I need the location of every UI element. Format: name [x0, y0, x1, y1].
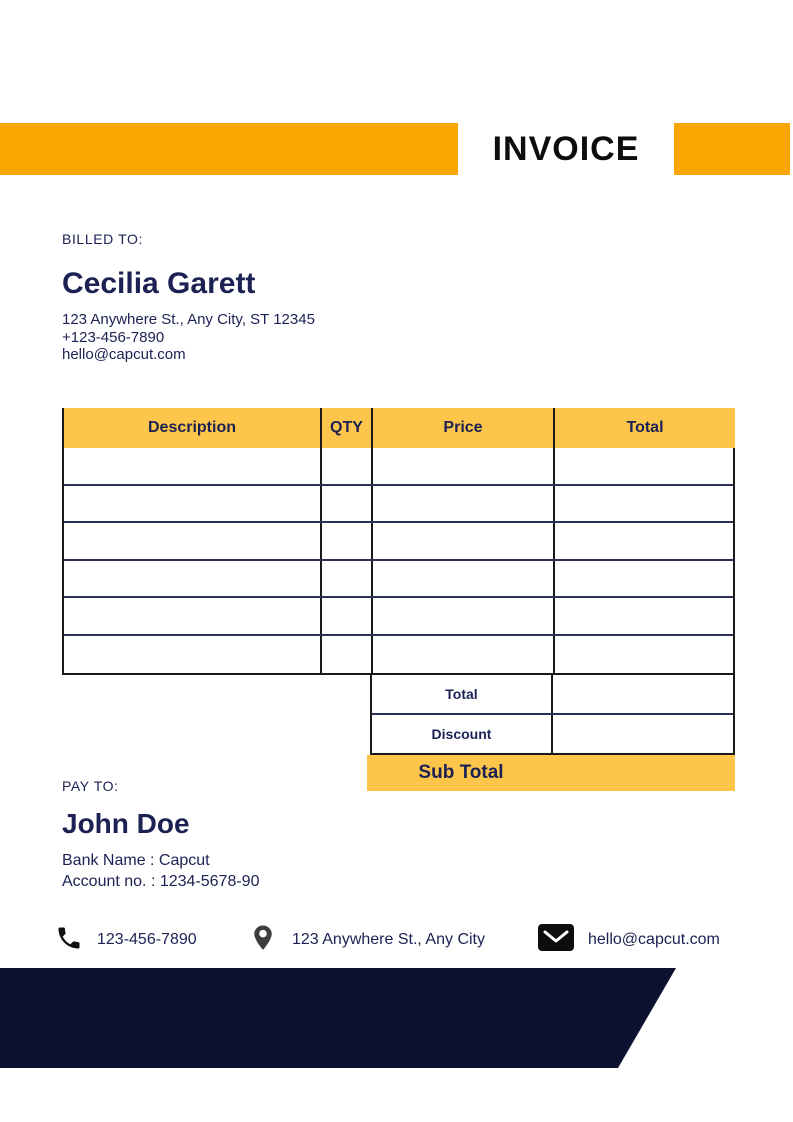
footer-email-text: hello@capcut.com: [588, 931, 720, 948]
table-cell: [553, 448, 733, 484]
table-cell: [64, 561, 320, 597]
table-cell: [553, 635, 733, 673]
phone-icon: [55, 924, 83, 957]
pay-to-account-no: Account no. : 1234-5678-90: [62, 873, 260, 890]
table-cell: [320, 523, 371, 559]
table-cell: [371, 485, 553, 521]
table-row: [64, 485, 733, 523]
table-row: [64, 523, 733, 561]
table-cell: [320, 448, 371, 484]
table-cell: [371, 523, 553, 559]
table-cell: [553, 598, 733, 634]
table-cell: [553, 485, 733, 521]
column-header-qty: QTY: [320, 408, 371, 448]
table-cell: [64, 486, 320, 522]
billed-to-section: BILLED TO: Cecilia Garett 123 Anywhere S…: [62, 231, 315, 364]
total-value: [553, 675, 733, 713]
column-header-price: Price: [371, 408, 553, 448]
total-label: Total: [372, 675, 553, 713]
table-cell: [371, 635, 553, 673]
table-cell: [553, 560, 733, 596]
table-cell: [64, 636, 320, 674]
subtotal-label: Sub Total: [418, 762, 504, 783]
bottom-accent-band: [0, 968, 676, 1068]
billed-to-name: Cecilia Garett: [62, 267, 256, 300]
table-row: [64, 560, 733, 598]
table-cell: [64, 523, 320, 559]
total-row: Total: [372, 675, 733, 715]
page-title: INVOICE: [492, 129, 640, 168]
table-cell: [371, 598, 553, 634]
table-cell: [320, 598, 371, 634]
billed-to-address: 123 Anywhere St., Any City, ST 12345: [62, 311, 315, 328]
table-cell: [371, 448, 553, 484]
footer-address-group: 123 Anywhere St., Any City: [248, 924, 485, 956]
discount-label: Discount: [372, 715, 553, 753]
items-table-body: [62, 448, 735, 675]
pay-to-section: PAY TO: John Doe Bank Name : Capcut Acco…: [62, 778, 259, 892]
footer-address-text: 123 Anywhere St., Any City: [292, 931, 485, 948]
column-header-total: Total: [553, 408, 735, 448]
table-cell: [371, 560, 553, 596]
table-cell: [553, 523, 733, 559]
location-pin-icon: [248, 923, 278, 958]
items-table-header: Description QTY Price Total: [62, 408, 735, 448]
table-cell: [320, 560, 371, 596]
footer-email-group: hello@capcut.com: [538, 924, 720, 956]
pay-to-bank-name: Bank Name : Capcut: [62, 852, 210, 869]
pay-to-label: PAY TO:: [62, 778, 119, 794]
totals-box: Total Discount: [370, 673, 735, 755]
pay-to-name: John Doe: [62, 808, 190, 839]
column-header-description: Description: [147, 419, 236, 436]
header-bar-right: [674, 123, 790, 175]
subtotal-bar: Sub Total: [367, 755, 735, 791]
table-cell: [64, 598, 320, 634]
table-cell: [64, 448, 320, 484]
table-row: [64, 598, 733, 636]
billed-to-label: BILLED TO:: [62, 231, 143, 247]
table-cell: [320, 635, 371, 673]
billed-to-phone: +123-456-7890: [62, 328, 165, 346]
table-row: [64, 448, 733, 486]
discount-row: Discount: [372, 715, 733, 753]
footer-phone-text: 123-456-7890: [97, 931, 197, 948]
header-bar-left: [0, 123, 458, 175]
billed-to-email: hello@capcut.com: [62, 346, 186, 363]
envelope-icon: [538, 924, 574, 956]
table-cell: [320, 485, 371, 521]
discount-value: [553, 715, 733, 753]
table-row: [64, 635, 733, 674]
footer-phone-group: 123-456-7890: [55, 924, 197, 956]
